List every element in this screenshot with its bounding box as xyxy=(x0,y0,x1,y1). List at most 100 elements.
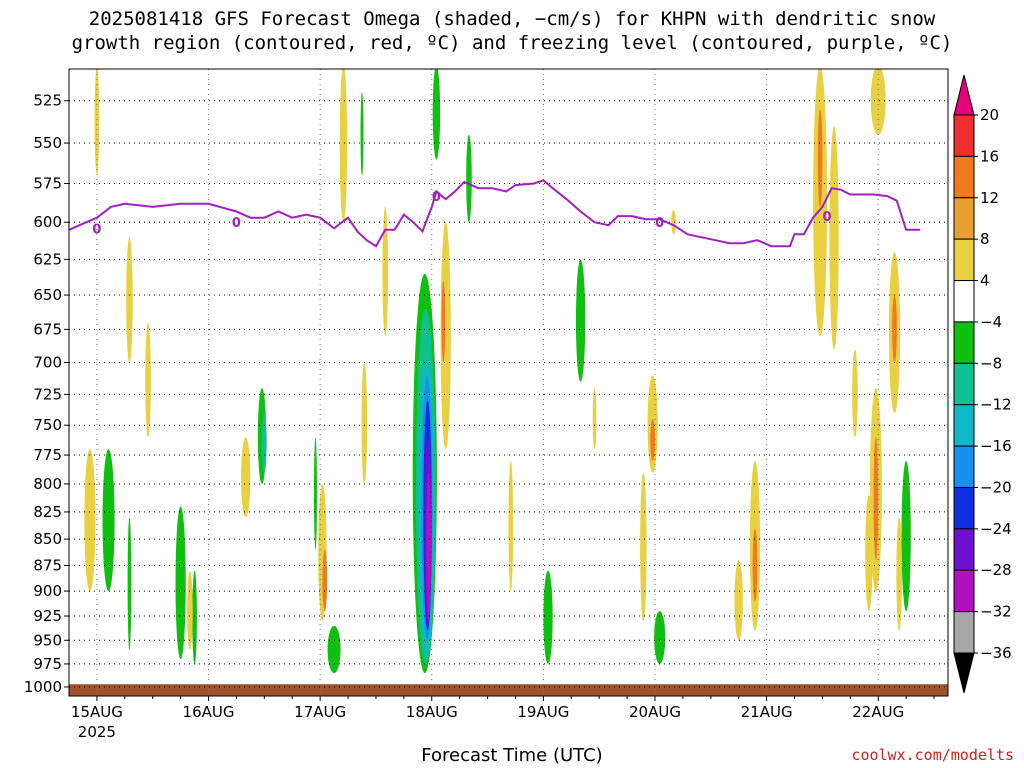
y-tick-label: 875 xyxy=(33,556,62,574)
freezing-level-label: 0 xyxy=(232,216,241,231)
omega-patch xyxy=(360,92,364,176)
y-tick-label: 975 xyxy=(33,655,62,673)
x-tick-label: 16AUG xyxy=(183,703,235,721)
colorbar-box xyxy=(953,611,975,654)
colorbar-box xyxy=(953,569,975,613)
omega-patch xyxy=(671,210,676,235)
omega-patch xyxy=(262,413,267,473)
y-tick-label: 700 xyxy=(33,353,62,371)
omega-patch xyxy=(592,388,597,450)
x-tick-label: 19AUG xyxy=(517,703,569,721)
colorbar-box xyxy=(953,486,975,530)
colorbar-box xyxy=(953,445,975,488)
omega-patch xyxy=(543,570,553,664)
omega-patch xyxy=(241,437,251,518)
omega-patch xyxy=(440,222,451,450)
credit-link[interactable]: coolwx.com/modelts xyxy=(851,746,1014,764)
omega-patch xyxy=(508,460,514,592)
y-tick-label: 575 xyxy=(33,175,62,193)
omega-patch xyxy=(102,449,115,592)
colorbar-box xyxy=(953,362,975,406)
omega-patch xyxy=(896,517,902,631)
y-tick-label: 900 xyxy=(33,582,62,600)
colorbar-label: −12 xyxy=(980,396,1012,414)
colorbar: 20 16 12 8 4 −4 −8 −12 −16 −20 −24 −28 −32 −36 xyxy=(953,74,1012,694)
omega-patch xyxy=(901,460,911,612)
omega-patch xyxy=(752,528,758,602)
colorbar-box xyxy=(953,197,975,240)
y-tick-label: 775 xyxy=(33,446,62,464)
colorbar-top-arrow xyxy=(953,74,975,116)
omega-patch xyxy=(175,506,186,660)
freezing-level-contour: 0 0 0 0 0 xyxy=(69,179,921,248)
omega-patch xyxy=(466,134,472,223)
y-tick-label: 850 xyxy=(33,530,62,548)
x-tick-label: 15AUG xyxy=(71,703,123,721)
omega-patch xyxy=(126,237,133,363)
omega-patch xyxy=(187,570,193,650)
colorbar-box xyxy=(953,321,975,364)
colorbar-box xyxy=(953,114,975,157)
chart-title-line-2: growth region (contoured, red, ºC) and f… xyxy=(71,32,953,54)
omega-patch xyxy=(575,259,586,382)
x-tick-label: 17AUG xyxy=(294,703,346,721)
y-tick-label: 1000 xyxy=(24,678,62,696)
freezing-level-label: 0 xyxy=(655,216,664,231)
colorbar-box xyxy=(953,404,975,447)
colorbar-label: −20 xyxy=(980,478,1012,496)
omega-patch xyxy=(654,611,666,664)
colorbar-label: 16 xyxy=(980,147,999,165)
colorbar-box xyxy=(953,528,975,571)
x-tick-label: 20AUG xyxy=(629,703,681,721)
colorbar-label: −4 xyxy=(980,313,1002,331)
y-tick-label: 750 xyxy=(33,416,62,434)
omega-patch xyxy=(892,295,897,363)
omega-patch xyxy=(339,69,348,223)
x-tick-label: 22AUG xyxy=(852,703,904,721)
plot-area xyxy=(69,69,948,696)
omega-patch xyxy=(94,69,100,176)
y-tick-label: 550 xyxy=(33,134,62,152)
omega-shading xyxy=(84,69,911,674)
y-tick-label: 675 xyxy=(33,320,62,338)
x-tick-label: 21AUG xyxy=(741,703,793,721)
omega-patch xyxy=(313,437,317,550)
colorbar-label: 12 xyxy=(980,189,999,207)
omega-patch xyxy=(852,349,858,438)
omega-patch xyxy=(127,517,132,650)
terrain-band xyxy=(69,684,948,696)
omega-patch xyxy=(873,437,879,561)
x-axis: 15AUG 16AUG 17AUG 18AUG 19AUG 20AUG 21AUG 22AUG… xyxy=(71,696,935,741)
freezing-level-label: 0 xyxy=(823,210,832,225)
colorbar-label: −32 xyxy=(980,603,1012,621)
omega-patch xyxy=(640,472,647,621)
freezing-level-label: 0 xyxy=(432,190,441,205)
y-tick-label: 950 xyxy=(33,631,62,649)
omega-patch xyxy=(361,362,368,484)
colorbar-bottom-arrow xyxy=(953,652,975,694)
omega-patch xyxy=(145,322,151,438)
omega-patch xyxy=(865,495,873,612)
omega-patch xyxy=(84,449,96,592)
y-tick-label: 825 xyxy=(33,503,62,521)
y-tick-label: 650 xyxy=(33,286,62,304)
omega-patch xyxy=(327,625,341,674)
colorbar-label: −16 xyxy=(980,437,1012,455)
y-tick-label: 600 xyxy=(33,213,62,231)
colorbar-label: −36 xyxy=(980,644,1012,662)
colorbar-label: −24 xyxy=(980,520,1012,538)
terrain-fill xyxy=(69,684,948,696)
colorbar-label: 4 xyxy=(980,272,990,290)
y-tick-label: 800 xyxy=(33,475,62,493)
omega-patch xyxy=(817,109,823,207)
colorbar-label: −8 xyxy=(980,354,1002,372)
freezing-level-label: 0 xyxy=(92,222,101,237)
plot-frame xyxy=(68,68,949,697)
omega-patch xyxy=(650,419,656,461)
colorbar-label: −28 xyxy=(980,561,1012,579)
y-axis: 525 550 575 600 625 650 675 700 725 750 775 800 825 8… xyxy=(24,92,69,696)
omega-patch xyxy=(426,472,431,621)
y-tick-label: 525 xyxy=(33,92,62,110)
